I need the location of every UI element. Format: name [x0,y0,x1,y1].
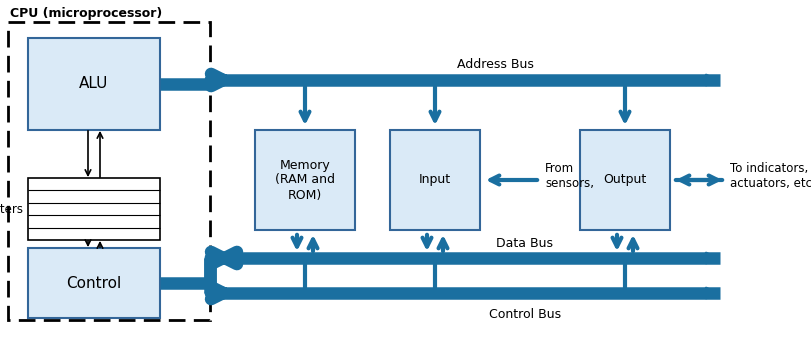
Text: Memory
(RAM and
ROM): Memory (RAM and ROM) [275,158,335,202]
Text: To indicators,
actuators, etc.: To indicators, actuators, etc. [729,162,811,190]
Text: Output: Output [603,173,646,187]
Text: CPU (microprocessor): CPU (microprocessor) [10,7,162,20]
Text: From
sensors,: From sensors, [544,162,594,190]
Text: Input: Input [418,173,450,187]
Text: ALU: ALU [79,76,109,91]
Bar [8,22,210,320]
Text: Registers: Registers [0,203,24,216]
Text: Control: Control [67,275,122,290]
Bar [28,38,160,130]
Text: Control Bus: Control Bus [488,308,560,321]
Bar [28,248,160,318]
Bar [28,178,160,240]
Text: Address Bus: Address Bus [456,58,533,71]
Text: Data Bus: Data Bus [496,237,553,250]
Bar [579,130,669,230]
Bar [389,130,479,230]
Bar [255,130,354,230]
